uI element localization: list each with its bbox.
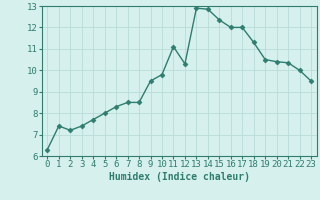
X-axis label: Humidex (Indice chaleur): Humidex (Indice chaleur) [109,172,250,182]
